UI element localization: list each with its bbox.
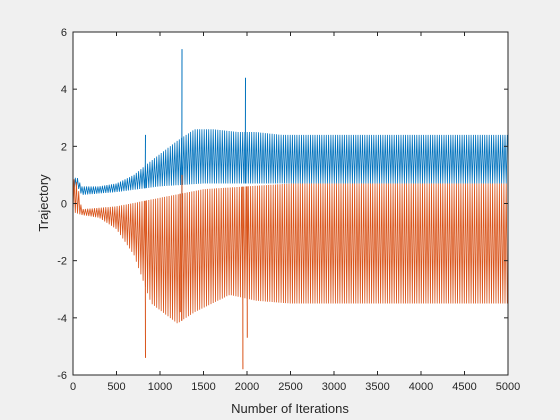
ticks-layer: 0 500 1000 1500 2000 2500 3000 3500 4000 4500 5000… [57,27,520,393]
y-tick-label: 6 [61,27,67,39]
y-axis-label: Trajectory [36,174,51,232]
y-tick-label: -6 [57,370,67,382]
series-2 [72,174,508,370]
x-tick-label: 500 [107,381,125,393]
x-tick-label: 0 [70,381,76,393]
y-tick-label: -4 [57,313,67,325]
x-tick-label: 3000 [322,381,346,393]
x-tick-label: 2000 [235,381,259,393]
x-tick-label: 3500 [365,381,389,393]
x-tick-label: 2500 [278,381,302,393]
x-tick-label: 1500 [191,381,215,393]
x-tick-label: 5000 [496,381,520,393]
series-layer [72,49,508,370]
x-tick-label: 4500 [452,381,476,393]
y-tick-label: 4 [61,84,67,96]
x-tick-label: 1000 [148,381,172,393]
x-axis-label: Number of Iterations [231,401,349,416]
x-tick-label: 4000 [409,381,433,393]
y-tick-label: -2 [57,256,67,268]
y-tick-label: 0 [61,199,67,211]
y-tick-label: 2 [61,141,67,153]
